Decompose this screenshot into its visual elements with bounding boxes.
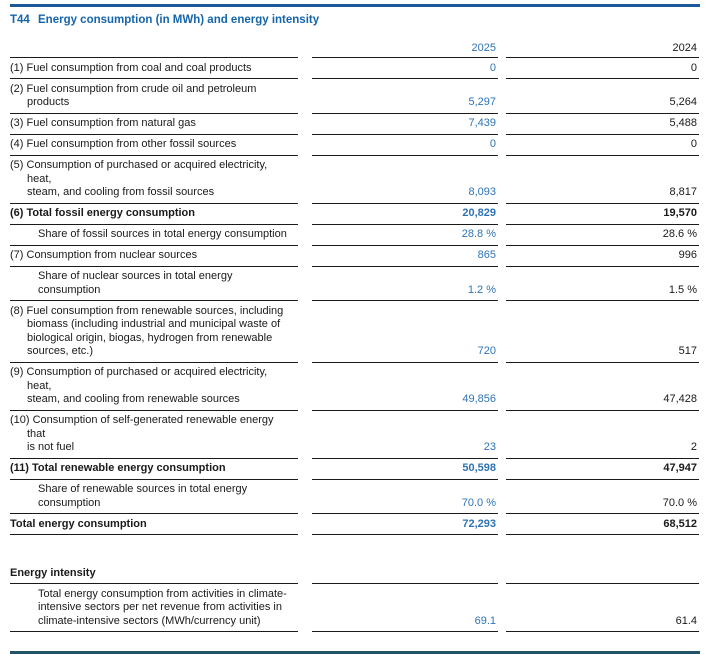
row-value-2024: 8,817 (506, 156, 699, 204)
table-row: (2) Fuel consumption from crude oil and … (10, 79, 699, 114)
table-row: (6) Total fossil energy consumption 20,8… (10, 204, 699, 225)
row-value-2024: 0 (506, 58, 699, 79)
table-row: (3) Fuel consumption from natural gas 7,… (10, 114, 699, 135)
table-header-row: 2025 2024 (10, 39, 699, 58)
table-row: (11) Total renewable energy consumption … (10, 459, 699, 480)
row-value-2025: 28.8 % (312, 225, 498, 246)
energy-intensity-header-row: Energy intensity (10, 564, 699, 584)
row-value-2025: 0 (312, 135, 498, 156)
table-row: (4) Fuel consumption from other fossil s… (10, 135, 699, 156)
row-value-2024: 1.5 % (506, 267, 699, 301)
row-value-2025: 72,293 (312, 514, 498, 535)
energy-intensity-header-spacer-2025 (312, 564, 498, 584)
top-rule (10, 4, 700, 7)
row-label: (11) Total renewable energy consumption (10, 459, 298, 480)
row-value-2025: 7,439 (312, 114, 498, 135)
row-value-2025: 865 (312, 246, 498, 267)
column-header-2024: 2024 (506, 39, 699, 58)
table-row: (5) Consumption of purchased or acquired… (10, 156, 699, 204)
row-value-2024: 996 (506, 246, 699, 267)
row-value-2024: 0 (506, 135, 699, 156)
row-label: (3) Fuel consumption from natural gas (10, 114, 298, 135)
row-value-2025: 8,093 (312, 156, 498, 204)
energy-intensity-heading: Energy intensity (10, 564, 298, 584)
table-row: (10) Consumption of self-generated renew… (10, 411, 699, 459)
row-value-2024: 47,947 (506, 459, 699, 480)
row-value-2024: 61.4 (506, 584, 699, 632)
row-label: Share of renewable sources in total ener… (10, 480, 298, 514)
row-value-2024: 2 (506, 411, 699, 459)
row-value-2025: 20,829 (312, 204, 498, 225)
table-row: (8) Fuel consumption from renewable sour… (10, 301, 699, 363)
table-row: Total energy consumption 72,293 68,512 (10, 514, 699, 535)
table-row: Share of fossil sources in total energy … (10, 225, 699, 246)
row-label: (1) Fuel consumption from coal and coal … (10, 58, 298, 79)
row-value-2025: 5,297 (312, 79, 498, 114)
energy-intensity-body: Total energy consumption from activities… (10, 584, 711, 632)
row-value-2024: 5,264 (506, 79, 699, 114)
row-value-2024: 70.0 % (506, 480, 699, 514)
header-label-spacer (10, 39, 298, 58)
row-label: (2) Fuel consumption from crude oil and … (10, 79, 298, 114)
row-value-2025: 49,856 (312, 363, 498, 411)
report-table-page: T44 Energy consumption (in MWh) and ener… (10, 4, 711, 654)
table-row: Total energy consumption from activities… (10, 584, 699, 632)
row-value-2025: 0 (312, 58, 498, 79)
table-row: (7) Consumption from nuclear sources 865… (10, 246, 699, 267)
row-value-2025: 50,598 (312, 459, 498, 480)
table-title: T44 Energy consumption (in MWh) and ener… (10, 14, 711, 26)
table-row: Share of nuclear sources in total energy… (10, 267, 699, 301)
row-value-2024: 68,512 (506, 514, 699, 535)
column-header-2025: 2025 (312, 39, 498, 58)
row-label: (10) Consumption of self-generated renew… (10, 411, 298, 459)
row-label: Share of nuclear sources in total energy… (10, 267, 298, 301)
row-value-2025: 23 (312, 411, 498, 459)
row-label: (7) Consumption from nuclear sources (10, 246, 298, 267)
row-value-2025: 69.1 (312, 584, 498, 632)
row-value-2024: 28.6 % (506, 225, 699, 246)
row-label: (9) Consumption of purchased or acquired… (10, 363, 298, 411)
row-value-2025: 720 (312, 301, 498, 363)
row-label: (8) Fuel consumption from renewable sour… (10, 301, 298, 363)
row-value-2025: 70.0 % (312, 480, 498, 514)
table-body: (1) Fuel consumption from coal and coal … (10, 58, 711, 535)
row-label: (6) Total fossil energy consumption (10, 204, 298, 225)
row-label: Share of fossil sources in total energy … (10, 225, 298, 246)
row-value-2024: 5,488 (506, 114, 699, 135)
energy-intensity-header-spacer-2024 (506, 564, 699, 584)
table-row: Share of renewable sources in total ener… (10, 480, 699, 514)
row-value-2024: 517 (506, 301, 699, 363)
row-label: (4) Fuel consumption from other fossil s… (10, 135, 298, 156)
row-value-2024: 47,428 (506, 363, 699, 411)
row-value-2025: 1.2 % (312, 267, 498, 301)
table-row: (1) Fuel consumption from coal and coal … (10, 58, 699, 79)
row-label: Total energy consumption (10, 514, 298, 535)
row-label: (5) Consumption of purchased or acquired… (10, 156, 298, 204)
table-row: (9) Consumption of purchased or acquired… (10, 363, 699, 411)
table-number: T44 (10, 14, 30, 26)
row-value-2024: 19,570 (506, 204, 699, 225)
table-title-text: Energy consumption (in MWh) and energy i… (38, 14, 320, 26)
row-label: Total energy consumption from activities… (10, 584, 298, 632)
